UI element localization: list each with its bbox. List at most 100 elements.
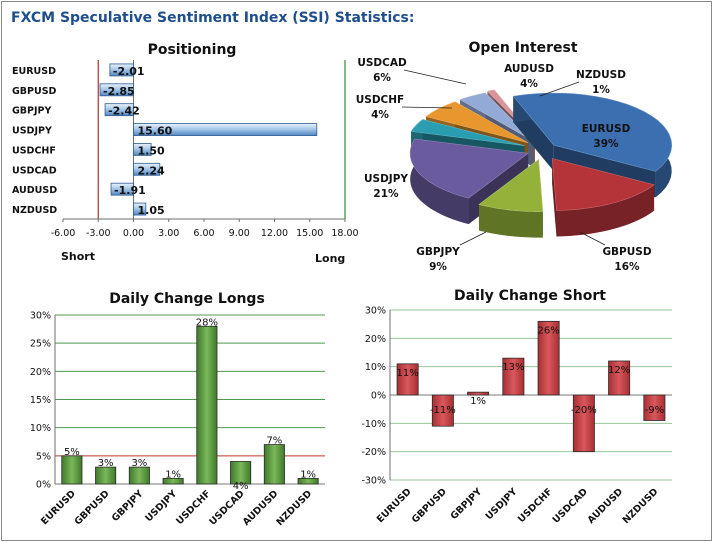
data-label: 1% xyxy=(300,469,316,480)
data-label: -2.01 xyxy=(113,65,145,78)
y-tick-label: 5% xyxy=(36,451,51,462)
slice-percent-label: 6% xyxy=(373,72,391,84)
bar xyxy=(133,202,147,216)
bar xyxy=(110,182,134,196)
leader-line xyxy=(403,69,467,85)
slice-name-label: NZDUSD xyxy=(576,69,626,81)
category-label: GBPUSD xyxy=(12,86,57,97)
slice xyxy=(409,138,529,199)
slice-name-label: GBPJPY xyxy=(416,246,460,258)
slice xyxy=(459,92,533,141)
slice-percent-label: 4% xyxy=(371,109,389,121)
slice-name-label: GBPUSD xyxy=(602,246,651,258)
category-label: USDCAD xyxy=(207,488,246,527)
data-label: -9% xyxy=(645,405,664,416)
slice-percent-label: 39% xyxy=(593,138,619,150)
bar xyxy=(643,394,666,421)
bar xyxy=(502,357,525,396)
category-label: AUDUSD xyxy=(12,185,57,196)
category-label: USDJPY xyxy=(484,486,520,522)
data-label: 15.60 xyxy=(138,125,173,138)
category-label: USDCAD xyxy=(551,486,590,525)
data-label: 7% xyxy=(266,436,282,447)
y-tick-label: 10% xyxy=(365,362,386,373)
data-label: 1% xyxy=(470,396,486,407)
category-label: USDJPY xyxy=(12,126,52,137)
data-label: -2.42 xyxy=(108,105,140,118)
data-label: -20% xyxy=(571,405,597,416)
x-tick-label: 9.00 xyxy=(229,228,250,239)
slice-rim xyxy=(410,138,469,225)
category-label: GBPJPY xyxy=(449,486,485,522)
category-label: NZDUSD xyxy=(621,486,661,526)
x-tick-label: 12.00 xyxy=(261,228,288,239)
y-tick-label: 30% xyxy=(30,311,51,322)
bar xyxy=(263,444,285,485)
y-tick-label: 30% xyxy=(365,306,386,317)
y-tick-label: 0% xyxy=(36,480,51,491)
y-tick-label: -20% xyxy=(361,447,386,458)
bar xyxy=(162,477,184,485)
chart-title: Positioning xyxy=(148,42,237,58)
category-label: GBPJPY xyxy=(12,106,51,117)
data-label: 13% xyxy=(502,362,524,373)
slice-name-label: USDJPY xyxy=(364,173,408,185)
slice-percent-label: 1% xyxy=(592,84,610,96)
data-label: 28% xyxy=(196,317,218,328)
x-tick-label: 3.00 xyxy=(158,228,179,239)
category-label: GBPJPY xyxy=(110,488,146,524)
data-label: -2.85 xyxy=(103,85,135,98)
bar xyxy=(196,325,218,485)
bar xyxy=(133,162,161,176)
slice-name-label: EURUSD xyxy=(582,123,631,135)
chart-title: Daily Change Longs xyxy=(109,291,265,307)
category-label: USDCHF xyxy=(12,145,56,156)
positioning-chart: Positioning -6.00 -3.00 0.00 3.00 6.00 9.00 12.… xyxy=(12,42,359,265)
x-tick-label: 6.00 xyxy=(193,228,214,239)
category-label: EURUSD xyxy=(375,486,414,525)
y-tick-label: 0% xyxy=(371,391,386,402)
bar xyxy=(297,477,319,485)
category-label: EURUSD xyxy=(12,66,56,77)
data-label: 12% xyxy=(608,365,630,376)
data-label: 3% xyxy=(131,458,147,469)
category-label: NZDUSD xyxy=(275,488,315,528)
data-label: 26% xyxy=(538,325,560,336)
bar xyxy=(99,83,134,97)
bar xyxy=(109,63,134,77)
category-label: USDCHF xyxy=(516,486,555,525)
bar xyxy=(133,143,152,156)
slice-percent-label: 16% xyxy=(614,261,640,273)
leader-line xyxy=(401,106,453,109)
slice-percent-label: 4% xyxy=(520,78,538,90)
page-title: FXCM Speculative Sentiment Index (SSI) S… xyxy=(11,10,415,26)
y-tick-label: 20% xyxy=(30,367,51,378)
y-tick-label: 25% xyxy=(30,339,51,350)
slice-rim xyxy=(556,184,655,237)
bar xyxy=(537,320,560,396)
data-label: 3% xyxy=(98,458,114,469)
slice-name-label: USDCHF xyxy=(356,94,404,106)
slice xyxy=(410,119,525,146)
x-tick-label: 18.00 xyxy=(331,228,358,239)
category-label: USDCHF xyxy=(174,488,213,527)
bar xyxy=(467,391,490,396)
bar xyxy=(133,123,318,136)
slice-side xyxy=(552,158,557,237)
category-label: NZDUSD xyxy=(12,205,57,216)
daily-change-longs-chart: Daily Change Longs 0% 5% 10% 15% 20% 25% 30% 5% E… xyxy=(30,291,325,528)
bar xyxy=(230,461,252,485)
data-label: 5% xyxy=(64,447,80,458)
daily-change-short-chart: Daily Change Short -30% -20% -10% 0% 10% 20% 30… xyxy=(361,288,672,526)
category-label: EURUSD xyxy=(39,488,78,527)
slice xyxy=(478,159,544,212)
data-label: 1% xyxy=(165,469,181,480)
category-label: GBPUSD xyxy=(73,488,112,527)
y-tick-label: 15% xyxy=(30,395,51,406)
slice xyxy=(512,92,673,172)
y-tick-label: -10% xyxy=(361,419,386,430)
bar xyxy=(396,363,419,396)
data-label: 2.24 xyxy=(138,164,165,177)
data-label: 1.05 xyxy=(138,204,165,217)
